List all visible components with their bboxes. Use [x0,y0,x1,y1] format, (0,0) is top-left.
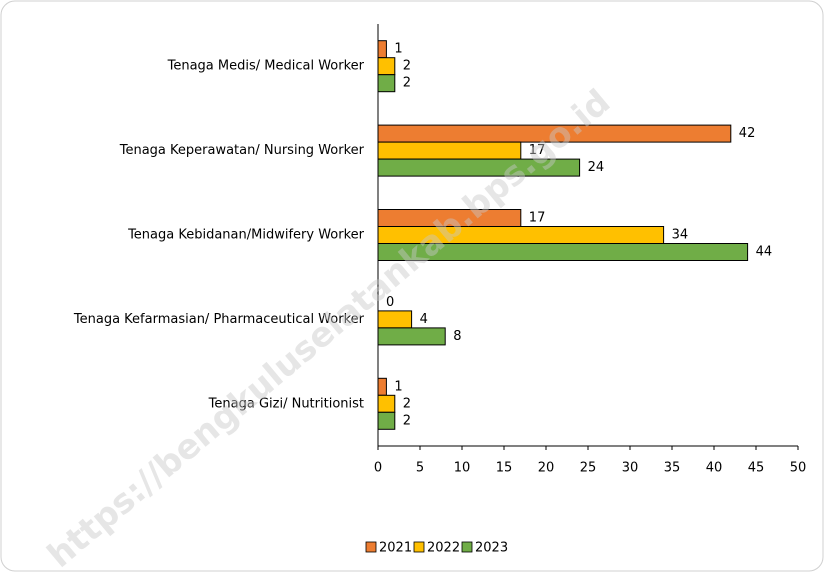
data-label: 42 [739,126,756,141]
y-tick-label: Tenaga Kefarmasian/ Pharmaceutical Worke… [73,312,365,327]
y-tick-label: Tenaga Gizi/ Nutritionist [208,396,364,411]
data-label: 2 [403,59,411,74]
x-tick-label: 35 [664,461,681,476]
data-label: 44 [756,245,773,260]
legend-label: 2022 [427,541,460,556]
bar [377,57,396,76]
data-label: 2 [403,413,411,428]
bar [377,310,413,329]
data-label: 34 [672,228,689,243]
y-tick-label: Tenaga Keperawatan/ Nursing Worker [119,143,365,158]
legend-label: 2021 [379,541,412,556]
bar [377,141,522,160]
data-label: 24 [588,160,605,175]
data-label: 1 [394,42,402,57]
bar [377,394,396,413]
bar [377,74,396,93]
x-tick-label: 5 [416,461,424,476]
data-label: 17 [529,143,546,158]
legend-swatch [365,541,377,553]
bar [377,327,446,346]
y-tick-label: Tenaga Kebidanan/Midwifery Worker [127,228,365,243]
legend-swatch [461,541,473,553]
data-label: 8 [453,329,461,344]
legend-swatch [413,541,425,553]
x-tick-label: 45 [748,461,765,476]
y-tick-label: Tenaga Medis/ Medical Worker [167,59,365,74]
data-label: 17 [529,211,546,226]
x-tick-label: 30 [622,461,639,476]
x-tick-label: 40 [706,461,723,476]
data-label: 2 [403,76,411,91]
data-label: 4 [420,312,428,327]
data-label: 2 [403,396,411,411]
legend-label: 2023 [475,541,508,556]
x-tick-label: 25 [580,461,597,476]
x-tick-label: 50 [790,461,807,476]
x-tick-label: 10 [454,461,471,476]
data-label: 1 [394,379,402,394]
data-label: 0 [386,295,394,310]
bar [377,40,387,59]
bar [377,411,396,430]
x-tick-label: 0 [374,461,382,476]
x-tick-label: 20 [538,461,555,476]
x-tick-label: 15 [496,461,513,476]
bar [377,377,387,396]
